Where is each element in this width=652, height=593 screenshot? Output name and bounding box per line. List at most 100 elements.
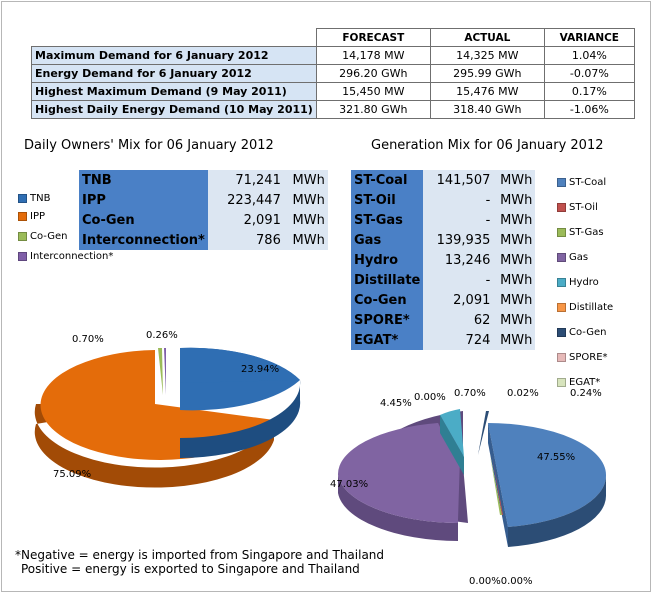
source-unit: MWh [493, 170, 536, 190]
st-oil-slice [492, 455, 503, 515]
legend-swatch [18, 232, 27, 241]
legend-label: Co-Gen [569, 327, 607, 338]
legend-item: Co-Gen [18, 231, 113, 242]
pie-label-cogen: 0.70% [72, 334, 104, 345]
header-variance: VARIANCE [543, 28, 635, 47]
header-forecast: FORECAST [315, 28, 431, 47]
row-label: Highest Maximum Demand (9 May 2011) [31, 82, 317, 101]
owner-name: IPP [79, 190, 208, 210]
generation-mix-title: Generation Mix for 06 January 2012 [371, 138, 604, 153]
owner-unit: MWh [283, 210, 328, 230]
generation-legend: ST-Coal ST-Oil ST-Gas Gas Hydro Distilla… [557, 170, 613, 395]
hydro-slice [440, 409, 464, 457]
st-gas-slice [490, 455, 502, 515]
source-name: Distillate [351, 270, 424, 290]
legend-label: Interconnection* [30, 251, 114, 262]
table-row: Interconnection* 786 MWh [79, 230, 328, 250]
pie-label-distillate: 0.00% [414, 392, 446, 403]
table-header-row: FORECAST ACTUAL VARIANCE [31, 28, 635, 47]
generation-mix-table: ST-Coal 141,507 MWh ST-Oil - MWh ST-Gas - MWh … [351, 170, 536, 350]
table-row: ST-Oil - MWh [351, 190, 536, 210]
legend-label: Hydro [569, 277, 599, 288]
legend-label: ST-Oil [569, 202, 598, 213]
owners-mix-title: Daily Owners' Mix for 06 January 2012 [24, 138, 274, 153]
legend-swatch [557, 228, 566, 237]
forecast-value: 296.20 GWh [315, 64, 431, 83]
legend-label: Co-Gen [30, 231, 68, 242]
legend-swatch [557, 278, 566, 287]
row-label: Energy Demand for 6 January 2012 [31, 64, 317, 83]
table-row: IPP 223,447 MWh [79, 190, 328, 210]
source-value: 62 [423, 310, 494, 330]
table-row: Highest Daily Energy Demand (10 May 2011… [31, 100, 635, 119]
owner-name: Co-Gen [79, 210, 208, 230]
pie-label-spore: 0.02% [507, 388, 539, 399]
owners-legend: TNB IPP Co-Gen Interconnection* [18, 193, 113, 262]
table-row: SPORE* 62 MWh [351, 310, 536, 330]
legend-item: SPORE* [557, 345, 613, 370]
actual-value: 318.40 GWh [429, 100, 545, 119]
source-name: ST-Oil [351, 190, 424, 210]
variance-value: -0.07% [543, 64, 635, 83]
owner-unit: MWh [283, 170, 328, 190]
forecast-value: 14,178 MW [315, 46, 431, 65]
legend-item: TNB [18, 193, 113, 204]
owner-value: 786 [207, 230, 284, 250]
legend-swatch [557, 253, 566, 262]
source-value: 13,246 [423, 250, 494, 270]
legend-swatch [18, 194, 27, 203]
owner-value: 223,447 [207, 190, 284, 210]
footnote: *Negative = energy is imported from Sing… [15, 548, 384, 576]
demand-summary-table: FORECAST ACTUAL VARIANCE Maximum Demand … [31, 28, 635, 119]
table-row: TNB 71,241 MWh [79, 170, 328, 190]
legend-item: Co-Gen [557, 320, 613, 345]
legend-swatch [18, 252, 27, 261]
legend-label: EGAT* [569, 377, 601, 388]
source-name: ST-Coal [351, 170, 424, 190]
source-name: SPORE* [351, 310, 424, 330]
pie-label-egat: 0.24% [570, 388, 602, 399]
legend-label: IPP [30, 211, 46, 222]
pie-label-tnb: 23.94% [241, 364, 280, 375]
pie-label-gas: 47.03% [330, 479, 369, 490]
interconnection-slice [164, 348, 166, 395]
owners-mix-table: TNB 71,241 MWh IPP 223,447 MWh Co-Gen 2,091 MW… [79, 170, 328, 250]
variance-value: 0.17% [543, 82, 635, 101]
table-row: Energy Demand for 6 January 2012 296.20 … [31, 64, 635, 83]
pie-label-interconnection: 0.26% [146, 330, 178, 341]
pie-label-st-oil-st-gas: 0.00%0.00% [469, 576, 533, 587]
source-unit: MWh [493, 210, 536, 230]
st-coal-slice [488, 423, 607, 527]
source-name: Gas [351, 230, 424, 250]
variance-value: -1.06% [543, 100, 635, 119]
forecast-value: 321.80 GWh [315, 100, 431, 119]
source-name: ST-Gas [351, 210, 424, 230]
owner-unit: MWh [283, 190, 328, 210]
tnb-slice-side [180, 380, 301, 459]
source-value: - [423, 210, 494, 230]
legend-label: ST-Gas [569, 227, 604, 238]
legend-label: SPORE* [569, 352, 608, 363]
owner-name: TNB [79, 170, 208, 190]
legend-label: Gas [569, 252, 589, 263]
source-unit: MWh [493, 230, 536, 250]
generation-pie-chart [337, 409, 607, 547]
table-row: ST-Coal 141,507 MWh [351, 170, 536, 190]
source-value: - [423, 190, 494, 210]
header-actual: ACTUAL [429, 28, 545, 47]
footnote-line-2: Positive = energy is exported to Singapo… [21, 562, 360, 576]
legend-item: IPP [18, 211, 113, 222]
legend-item: Hydro [557, 270, 613, 295]
actual-value: 15,476 MW [429, 82, 545, 101]
ipp-slice [40, 350, 275, 460]
owner-value: 71,241 [207, 170, 284, 190]
source-value: 141,507 [423, 170, 494, 190]
source-value: - [423, 270, 494, 290]
cogen-slice [158, 348, 163, 395]
legend-swatch [18, 212, 27, 221]
actual-value: 295.99 GWh [429, 64, 545, 83]
legend-item: ST-Gas [557, 220, 613, 245]
table-row: Maximum Demand for 6 January 2012 14,178… [31, 46, 635, 65]
owners-pie-chart [34, 347, 301, 488]
table-row: Hydro 13,246 MWh [351, 250, 536, 270]
